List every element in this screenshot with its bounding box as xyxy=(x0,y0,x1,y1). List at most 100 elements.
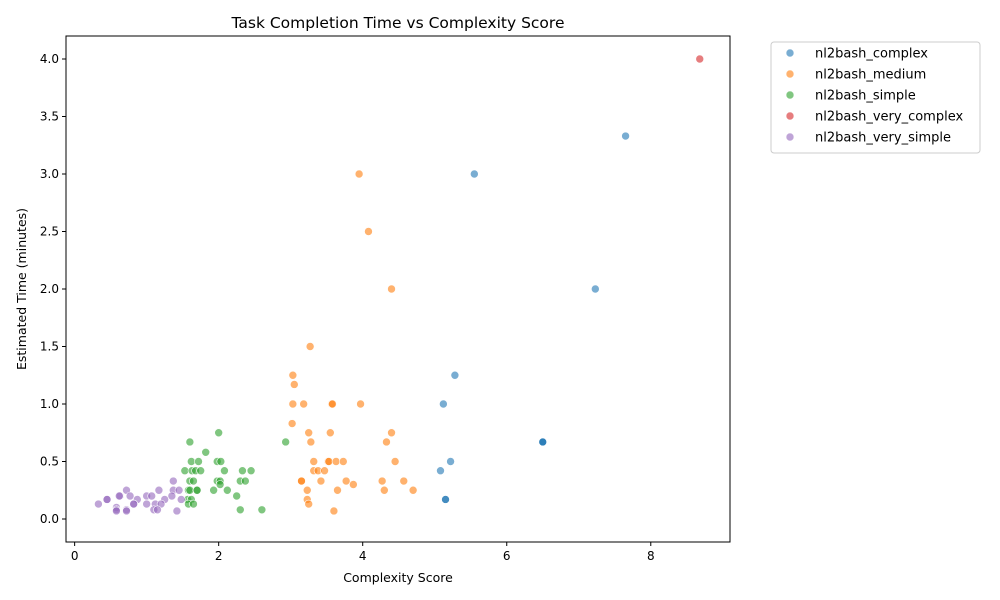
data-point xyxy=(333,485,342,495)
data-point xyxy=(189,476,198,486)
data-point xyxy=(305,342,315,351)
legend-box xyxy=(770,41,981,154)
data-point xyxy=(387,284,396,294)
data-point xyxy=(309,457,319,466)
data-point xyxy=(299,399,308,409)
data-point xyxy=(154,485,164,495)
x-tick-label: 6 xyxy=(503,549,511,563)
data-point xyxy=(288,370,298,380)
data-point xyxy=(304,428,313,438)
data-point xyxy=(377,476,387,486)
x-tick-label: 0 xyxy=(71,549,79,563)
data-point xyxy=(122,506,131,516)
series-nl2bash_very_complex xyxy=(695,54,705,64)
data-point xyxy=(169,476,178,486)
data-point xyxy=(289,380,299,389)
data-point xyxy=(331,457,341,466)
data-point xyxy=(326,428,335,438)
data-point xyxy=(591,284,600,294)
data-point xyxy=(281,437,290,447)
data-point xyxy=(129,499,138,509)
y-tick-label: 1.0 xyxy=(40,397,59,411)
data-point xyxy=(538,437,548,447)
y-tick-label: 2.5 xyxy=(40,225,59,239)
data-point xyxy=(174,485,184,495)
data-point xyxy=(220,466,229,476)
data-point xyxy=(446,457,455,466)
data-point xyxy=(214,428,223,438)
data-point xyxy=(382,437,391,447)
data-point xyxy=(189,499,198,509)
series-nl2bash_complex xyxy=(436,131,630,504)
data-point xyxy=(241,476,250,486)
y-axis-label: Estimated Time (minutes) xyxy=(14,208,29,370)
x-axis-label: Complexity Score xyxy=(343,570,453,585)
legend-marker xyxy=(785,69,795,79)
legend-label: nl2bash_complex xyxy=(815,47,928,62)
data-point xyxy=(215,480,225,489)
data-point xyxy=(316,476,326,486)
data-point xyxy=(223,485,232,495)
data-point xyxy=(399,476,409,486)
data-point xyxy=(324,457,334,466)
data-point xyxy=(436,466,445,476)
chart-title: Task Completion Time vs Complexity Score xyxy=(230,14,564,32)
data-point xyxy=(354,169,364,179)
data-point xyxy=(180,466,190,476)
data-point xyxy=(176,495,186,504)
data-point xyxy=(112,506,121,516)
data-point xyxy=(349,480,358,489)
y-tick-label: 1.5 xyxy=(40,340,59,354)
data-points xyxy=(94,54,705,516)
data-point xyxy=(328,399,337,409)
data-point xyxy=(94,499,103,509)
data-point xyxy=(209,485,218,495)
series-nl2bash_very_simple xyxy=(94,476,186,516)
data-point xyxy=(621,131,630,141)
series-nl2bash_medium xyxy=(287,169,418,516)
data-point xyxy=(172,506,182,516)
data-point xyxy=(329,506,339,516)
x-tick-label: 2 xyxy=(215,549,223,563)
data-point xyxy=(167,491,177,501)
data-point xyxy=(187,457,196,466)
legend-marker xyxy=(785,90,795,100)
x-tick-label: 4 xyxy=(359,549,367,563)
legend-label: nl2bash_simple xyxy=(815,89,916,104)
data-point xyxy=(216,457,226,466)
x-tick-label: 8 xyxy=(647,549,655,563)
data-point xyxy=(288,399,298,409)
data-point xyxy=(304,499,313,509)
y-tick-label: 3.5 xyxy=(40,110,59,124)
data-point xyxy=(246,466,256,476)
data-point xyxy=(320,466,329,476)
legend-label: nl2bash_very_simple xyxy=(815,131,951,146)
data-point xyxy=(302,485,312,495)
data-point xyxy=(695,54,705,64)
data-point xyxy=(125,491,135,501)
data-point xyxy=(439,399,448,409)
data-point xyxy=(364,227,373,236)
data-point xyxy=(232,491,241,501)
legend-marker xyxy=(785,111,795,121)
legend-label: nl2bash_medium xyxy=(815,68,926,83)
data-point xyxy=(390,457,400,466)
y-tick-label: 4.0 xyxy=(40,52,59,66)
data-point xyxy=(338,457,348,466)
data-point xyxy=(192,485,202,495)
data-point xyxy=(194,457,203,466)
data-point xyxy=(450,370,460,380)
y-tick-label: 2.0 xyxy=(40,282,59,296)
legend-marker xyxy=(785,48,795,58)
data-point xyxy=(408,485,418,495)
data-point xyxy=(114,491,124,501)
data-point xyxy=(235,505,245,515)
x-axis-ticks: 0 2 4 6 8 xyxy=(71,542,655,563)
data-point xyxy=(341,476,351,486)
plot-frame xyxy=(65,35,731,543)
data-point xyxy=(356,399,365,409)
data-point xyxy=(441,495,450,504)
legend: nl2bash_complex nl2bash_medium nl2bash_sim… xyxy=(770,41,981,154)
data-point xyxy=(306,437,316,447)
